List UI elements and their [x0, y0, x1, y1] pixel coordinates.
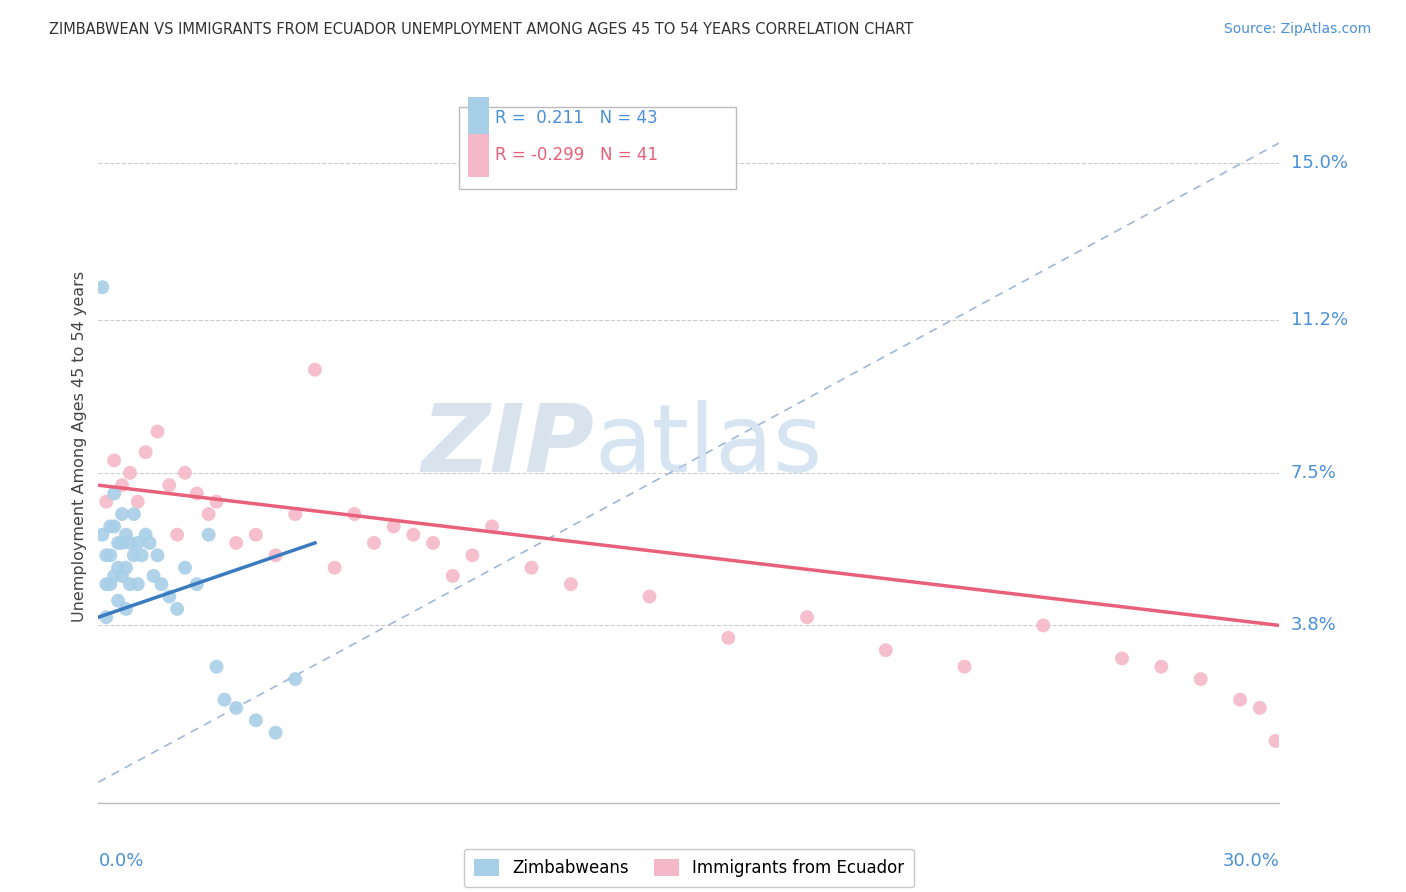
- Text: Source: ZipAtlas.com: Source: ZipAtlas.com: [1223, 22, 1371, 37]
- Point: [118, 577, 141, 591]
- Point: [264, 725, 287, 739]
- Point: [107, 536, 129, 550]
- Point: [343, 507, 366, 521]
- Point: [717, 631, 740, 645]
- Point: [166, 527, 188, 541]
- Point: [402, 527, 425, 541]
- Point: [422, 536, 444, 550]
- Point: [174, 466, 197, 480]
- Point: [91, 527, 114, 541]
- Legend: Zimbabweans, Immigrants from Ecuador: Zimbabweans, Immigrants from Ecuador: [464, 849, 914, 888]
- Point: [127, 536, 149, 550]
- Point: [953, 659, 976, 673]
- Point: [1150, 659, 1173, 673]
- Point: [122, 549, 145, 563]
- Point: [111, 569, 134, 583]
- Point: [560, 577, 582, 591]
- Point: [363, 536, 385, 550]
- Point: [1249, 701, 1271, 715]
- Point: [98, 577, 121, 591]
- Point: [304, 362, 326, 376]
- Point: [150, 577, 173, 591]
- Point: [323, 560, 346, 574]
- Point: [122, 507, 145, 521]
- Text: 0.0%: 0.0%: [98, 852, 143, 871]
- Text: atlas: atlas: [595, 400, 823, 492]
- Point: [166, 602, 188, 616]
- Point: [138, 536, 160, 550]
- Point: [91, 280, 114, 294]
- Point: [214, 692, 236, 706]
- Point: [1189, 672, 1212, 686]
- Point: [197, 527, 219, 541]
- Point: [118, 536, 141, 550]
- Point: [135, 445, 157, 459]
- Point: [135, 527, 157, 541]
- Point: [103, 453, 125, 467]
- Point: [96, 610, 118, 624]
- Point: [174, 560, 197, 574]
- Text: 30.0%: 30.0%: [1223, 852, 1279, 871]
- Point: [875, 643, 897, 657]
- Point: [118, 466, 141, 480]
- Point: [382, 519, 405, 533]
- Text: 15.0%: 15.0%: [1291, 154, 1347, 172]
- Point: [107, 593, 129, 607]
- Point: [111, 507, 134, 521]
- Point: [146, 425, 169, 439]
- Point: [107, 560, 129, 574]
- Point: [638, 590, 661, 604]
- Text: ZIP: ZIP: [422, 400, 595, 492]
- Point: [103, 569, 125, 583]
- Point: [142, 569, 165, 583]
- Point: [1264, 734, 1286, 748]
- Point: [264, 549, 287, 563]
- Text: 11.2%: 11.2%: [1291, 311, 1348, 329]
- Point: [96, 577, 118, 591]
- Y-axis label: Unemployment Among Ages 45 to 54 years: Unemployment Among Ages 45 to 54 years: [72, 270, 87, 622]
- Point: [146, 549, 169, 563]
- Point: [796, 610, 818, 624]
- Point: [96, 549, 118, 563]
- Point: [157, 590, 180, 604]
- Point: [245, 527, 267, 541]
- Point: [186, 486, 208, 500]
- Point: [225, 536, 247, 550]
- Point: [103, 519, 125, 533]
- Point: [115, 527, 138, 541]
- Text: R =  0.211   N = 43: R = 0.211 N = 43: [495, 110, 658, 128]
- Text: R = -0.299   N = 41: R = -0.299 N = 41: [495, 146, 658, 164]
- Point: [96, 494, 118, 508]
- Point: [98, 549, 121, 563]
- Point: [98, 519, 121, 533]
- Text: ZIMBABWEAN VS IMMIGRANTS FROM ECUADOR UNEMPLOYMENT AMONG AGES 45 TO 54 YEARS COR: ZIMBABWEAN VS IMMIGRANTS FROM ECUADOR UN…: [49, 22, 914, 37]
- Point: [127, 577, 149, 591]
- Point: [157, 478, 180, 492]
- Point: [111, 478, 134, 492]
- Point: [103, 486, 125, 500]
- Point: [481, 519, 503, 533]
- Point: [225, 701, 247, 715]
- Point: [1229, 692, 1251, 706]
- Point: [127, 494, 149, 508]
- Text: 3.8%: 3.8%: [1291, 616, 1336, 634]
- Point: [205, 659, 228, 673]
- Point: [461, 549, 484, 563]
- Point: [131, 549, 153, 563]
- Point: [245, 714, 267, 728]
- Point: [115, 560, 138, 574]
- Point: [520, 560, 543, 574]
- Point: [115, 602, 138, 616]
- Point: [284, 507, 307, 521]
- Point: [441, 569, 464, 583]
- Point: [205, 494, 228, 508]
- Point: [111, 536, 134, 550]
- Point: [1111, 651, 1133, 665]
- Point: [186, 577, 208, 591]
- Point: [284, 672, 307, 686]
- Text: 7.5%: 7.5%: [1291, 464, 1337, 482]
- Point: [197, 507, 219, 521]
- Point: [1032, 618, 1054, 632]
